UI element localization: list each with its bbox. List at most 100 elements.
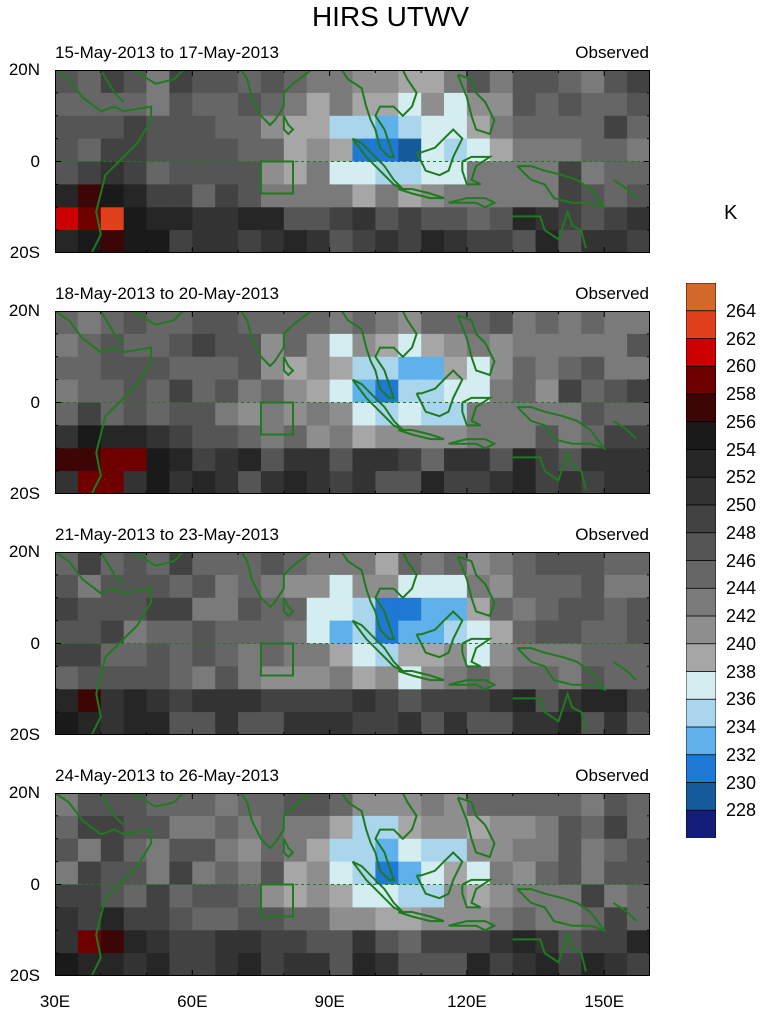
field-cell xyxy=(627,402,650,426)
field-cell xyxy=(512,930,537,954)
field-cell xyxy=(238,689,262,713)
field-cell xyxy=(466,930,491,954)
field-cell xyxy=(352,597,376,622)
field-cell xyxy=(375,70,399,94)
field-cell xyxy=(77,884,102,908)
colorbar-swatch xyxy=(685,532,717,562)
latitude-label: 20N xyxy=(8,60,40,79)
field-cell xyxy=(192,92,216,117)
field-cell xyxy=(238,574,262,599)
field-cell xyxy=(100,448,125,472)
field-cell xyxy=(283,207,308,231)
field-cell xyxy=(100,207,125,231)
field-cell xyxy=(306,92,331,117)
colorbar-tick-label: 228 xyxy=(726,800,757,821)
field-cell xyxy=(77,161,102,185)
field-cell xyxy=(283,620,308,645)
field-cell xyxy=(627,379,650,404)
field-cell xyxy=(421,907,445,931)
field-cell xyxy=(329,448,354,472)
coastline xyxy=(612,419,638,440)
field-cell xyxy=(306,471,331,494)
field-cell xyxy=(329,907,354,931)
field-cell xyxy=(215,333,239,358)
field-cell xyxy=(466,448,491,472)
field-cell xyxy=(192,207,216,231)
coastline xyxy=(516,406,607,451)
field-cell xyxy=(581,471,605,494)
panel-tag: Observed xyxy=(575,766,649,785)
field-cell xyxy=(329,620,354,645)
field-cell xyxy=(627,930,650,954)
field-cell xyxy=(489,471,514,494)
field-cell xyxy=(581,230,605,253)
field-cell xyxy=(215,70,239,94)
field-cell xyxy=(421,230,445,253)
field-cell xyxy=(261,689,285,713)
field-cell xyxy=(535,92,560,117)
field-cell xyxy=(100,793,125,817)
field-cell xyxy=(215,552,239,576)
field-cell xyxy=(535,712,560,735)
field-cell xyxy=(375,333,399,358)
field-cell xyxy=(192,311,216,335)
map-plot xyxy=(55,793,650,976)
field-cell xyxy=(55,471,79,494)
field-cell xyxy=(398,379,422,404)
field-cell xyxy=(123,230,148,253)
field-cell xyxy=(169,230,193,253)
field-cell xyxy=(627,953,650,976)
field-cell xyxy=(169,953,193,976)
field-cell xyxy=(306,356,331,381)
coastline xyxy=(456,555,496,618)
colorbar-swatch xyxy=(685,726,717,756)
field-cell xyxy=(466,115,491,140)
longitude-label: 30E xyxy=(39,992,71,1011)
field-cell xyxy=(238,861,262,886)
field-cell xyxy=(512,907,537,931)
field-cell xyxy=(604,884,628,908)
colorbar-tick-label: 256 xyxy=(726,411,757,432)
field-cell xyxy=(77,425,102,449)
colorbar-tick-label: 250 xyxy=(726,495,757,515)
field-cell xyxy=(489,115,514,140)
field-cell xyxy=(192,620,216,645)
coastline xyxy=(397,188,445,200)
field-cell xyxy=(421,838,445,863)
field-cell xyxy=(489,666,514,690)
field-cell xyxy=(352,138,376,163)
field-cell xyxy=(581,552,605,576)
field-cell xyxy=(146,379,170,404)
field-cell xyxy=(421,425,445,449)
field-cell xyxy=(352,907,376,931)
field-cell xyxy=(55,356,79,381)
coastline xyxy=(351,619,404,672)
field-cell xyxy=(261,620,285,645)
field-cell xyxy=(123,712,148,735)
field-cell xyxy=(146,333,170,358)
field-cell xyxy=(558,597,582,622)
field-cell xyxy=(558,379,582,404)
field-cell xyxy=(238,184,262,208)
field-cell xyxy=(283,643,308,667)
field-cell xyxy=(512,333,537,358)
latitude-label: 20N xyxy=(8,542,40,561)
field-cell xyxy=(558,712,582,735)
field-cell xyxy=(238,230,262,253)
field-cell xyxy=(535,907,560,931)
field-cell xyxy=(100,574,125,599)
field-cell xyxy=(100,643,125,667)
field-cell xyxy=(512,448,537,472)
field-cell xyxy=(398,597,422,622)
field-cell xyxy=(375,552,399,576)
field-cell xyxy=(558,953,582,976)
coastline xyxy=(461,396,494,427)
field-cell xyxy=(238,620,262,645)
field-cell xyxy=(146,907,170,931)
map-panel: 18-May-2013 to 20-May-2013 Observed 20N 0 20… xyxy=(0,284,781,525)
field-cell xyxy=(352,402,376,426)
field-cell xyxy=(329,425,354,449)
colorbar-swatch xyxy=(685,365,717,395)
field-cell xyxy=(535,552,560,576)
coastline xyxy=(55,70,153,253)
